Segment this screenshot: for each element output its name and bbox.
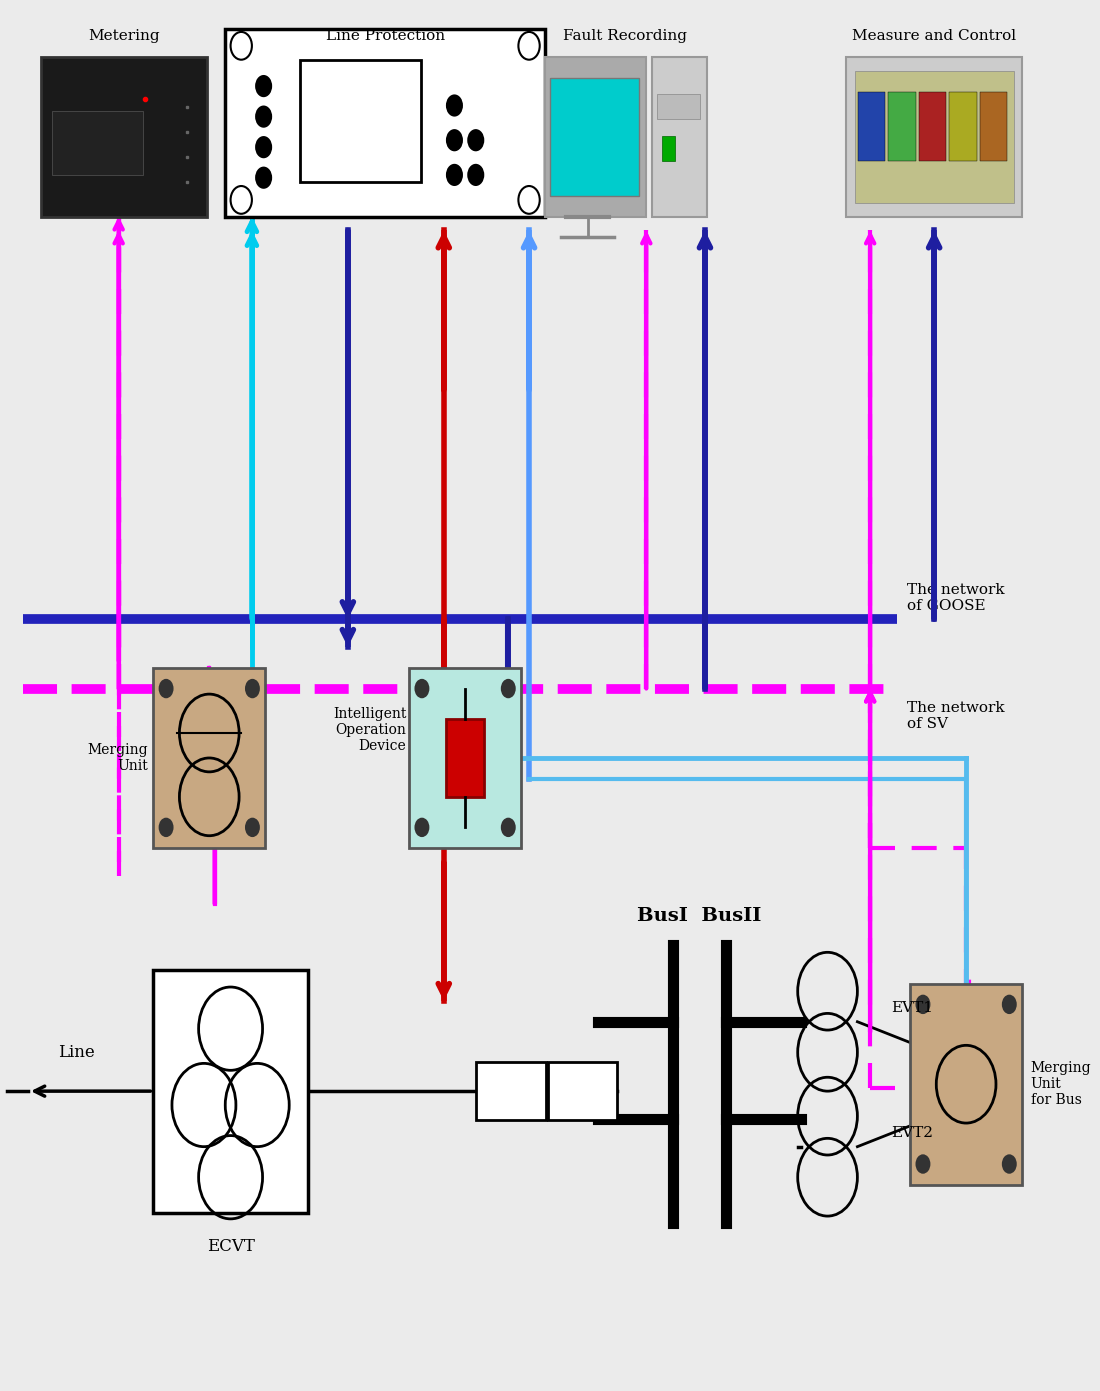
Bar	[651, 57, 707, 217]
Bar	[980, 92, 1008, 161]
Circle shape	[415, 818, 429, 837]
Text: Fault Recording: Fault Recording	[563, 29, 688, 43]
Text: EVT1: EVT1	[891, 1002, 934, 1015]
Text: Merging
Unit: Merging Unit	[87, 743, 148, 773]
Circle shape	[915, 1155, 931, 1174]
Circle shape	[231, 186, 252, 214]
Text: Intelligent
Operation
Device: Intelligent Operation Device	[333, 707, 407, 754]
Circle shape	[468, 129, 484, 152]
Bar	[858, 92, 886, 161]
Circle shape	[446, 95, 463, 117]
Bar	[550, 78, 639, 196]
Circle shape	[245, 818, 260, 837]
Text: EVT2: EVT2	[891, 1125, 934, 1139]
Bar	[476, 1061, 546, 1120]
Text: Measure and Control: Measure and Control	[852, 29, 1016, 43]
Bar	[855, 71, 1013, 203]
Bar	[846, 57, 1022, 217]
Bar	[226, 29, 546, 217]
Bar	[153, 668, 265, 849]
Circle shape	[500, 818, 516, 837]
Circle shape	[446, 129, 463, 152]
Circle shape	[158, 679, 174, 698]
Circle shape	[518, 186, 540, 214]
Bar	[52, 111, 143, 175]
Circle shape	[245, 679, 260, 698]
Bar	[546, 57, 647, 217]
Circle shape	[915, 995, 931, 1014]
Bar	[910, 983, 1022, 1185]
Circle shape	[446, 164, 463, 186]
Text: Metering: Metering	[88, 29, 160, 43]
Bar	[446, 719, 484, 797]
Circle shape	[255, 106, 272, 128]
Text: Line: Line	[57, 1043, 95, 1060]
Text: The network
of SV: The network of SV	[908, 701, 1005, 732]
Circle shape	[468, 164, 484, 186]
Circle shape	[231, 32, 252, 60]
Bar	[548, 1061, 617, 1120]
Circle shape	[415, 679, 429, 698]
Text: Merging
Unit
for Bus: Merging Unit for Bus	[1031, 1061, 1091, 1107]
Circle shape	[500, 679, 516, 698]
Text: The network
of GOOSE: The network of GOOSE	[908, 583, 1005, 613]
Text: ECVT: ECVT	[207, 1238, 254, 1255]
Text: Line Protection: Line Protection	[326, 29, 444, 43]
Bar	[889, 92, 915, 161]
Bar	[300, 60, 421, 182]
Bar	[657, 95, 700, 120]
Bar	[949, 92, 977, 161]
Circle shape	[255, 136, 272, 159]
Circle shape	[158, 818, 174, 837]
Circle shape	[255, 167, 272, 189]
Text: BusI  BusII: BusI BusII	[637, 907, 762, 925]
Bar	[42, 57, 207, 217]
Circle shape	[1002, 995, 1016, 1014]
Circle shape	[1002, 1155, 1016, 1174]
Bar	[918, 92, 946, 161]
Bar	[409, 668, 521, 849]
Bar	[153, 970, 308, 1213]
Circle shape	[255, 75, 272, 97]
Bar	[662, 136, 675, 161]
Circle shape	[518, 32, 540, 60]
